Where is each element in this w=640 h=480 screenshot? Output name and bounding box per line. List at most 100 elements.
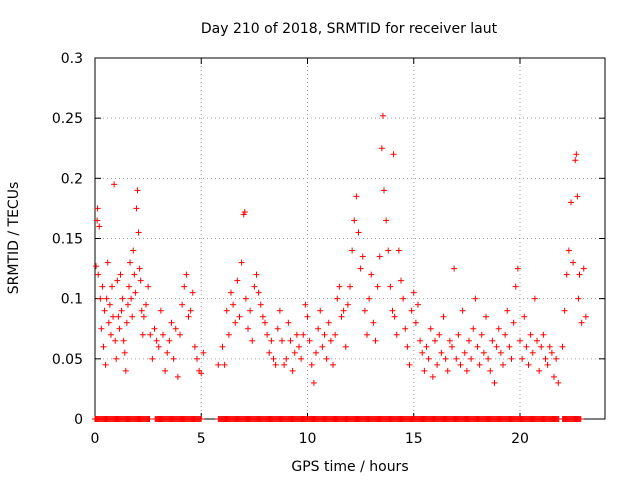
data-point [474, 343, 481, 350]
data-point [234, 277, 241, 284]
data-point [559, 343, 566, 350]
data-point [542, 355, 549, 362]
data-point [372, 337, 379, 344]
data-point [129, 313, 136, 320]
data-point [521, 313, 528, 320]
x-tick-label: 5 [197, 431, 206, 447]
data-point [442, 355, 449, 362]
tick-labels: 0 5 10 15 20 0 0.05 0.1 0.15 0.2 0.25 0.3 [52, 51, 529, 447]
y-tick-label: 0.3 [61, 51, 83, 67]
data-point [368, 271, 375, 278]
data-point [323, 355, 330, 362]
data-point [412, 319, 419, 326]
data-point [461, 349, 468, 356]
data-point [538, 343, 545, 350]
data-point [98, 325, 105, 332]
data-point [425, 355, 432, 362]
data-point [143, 301, 149, 308]
data-point [136, 265, 143, 272]
data-point [120, 337, 127, 344]
data-point [449, 343, 455, 350]
data-point [293, 331, 300, 338]
data-point [317, 307, 324, 314]
data-point [189, 289, 196, 296]
data-point [266, 349, 273, 356]
data-point [117, 271, 124, 278]
data-point [155, 343, 162, 350]
data-point [500, 361, 506, 368]
data-point [93, 263, 100, 270]
data-point [113, 355, 120, 362]
data-point [298, 355, 305, 362]
data-point [187, 307, 194, 314]
data-point [510, 319, 517, 326]
data-point [95, 271, 102, 278]
data-point [419, 349, 426, 356]
data-point [319, 343, 326, 350]
data-point [104, 259, 111, 266]
data-point [109, 283, 115, 290]
data-point [268, 337, 275, 344]
data-point [523, 343, 530, 350]
data-point [249, 337, 256, 344]
y-tick-label: 0.25 [52, 111, 83, 127]
data-point [393, 331, 400, 338]
data-point [279, 337, 285, 344]
data-point [410, 289, 417, 296]
data-point [527, 331, 534, 338]
data-point [480, 349, 487, 356]
data-point [512, 283, 519, 290]
data-point [381, 187, 387, 194]
data-point [185, 313, 192, 320]
data-point [517, 337, 523, 344]
data-point [137, 277, 144, 284]
data-point [302, 301, 309, 308]
data-point [548, 349, 555, 356]
data-point [296, 343, 302, 350]
data-point [270, 355, 277, 362]
data-point [502, 331, 509, 338]
data-point [534, 337, 540, 344]
data-point [315, 325, 322, 332]
data-point [238, 259, 245, 266]
data-point [402, 325, 409, 332]
data-point [383, 217, 390, 224]
data-point [582, 313, 589, 320]
data-point [223, 307, 230, 314]
data-point [553, 355, 560, 362]
y-tick-label: 0.15 [52, 232, 83, 248]
data-point [119, 295, 126, 302]
data-point [123, 319, 130, 326]
data-point [514, 265, 521, 272]
data-point [334, 295, 341, 302]
zero-baseline [92, 416, 584, 422]
data-point [112, 337, 119, 344]
data-point [519, 355, 526, 362]
y-tick-label: 0.05 [52, 352, 83, 368]
data-point [130, 247, 137, 254]
data-point [406, 361, 413, 368]
data-point [463, 367, 470, 374]
y-tick-label: 0.1 [61, 292, 83, 308]
data-point [128, 295, 135, 302]
data-point [94, 205, 101, 212]
data-point [580, 265, 587, 272]
scatter-markers [93, 112, 589, 386]
data-point [308, 361, 315, 368]
data-point [359, 253, 366, 260]
data-point [228, 289, 234, 296]
data-point [181, 283, 188, 290]
y-tick-label: 0 [74, 412, 83, 428]
data-point [94, 217, 101, 224]
data-point [126, 283, 132, 290]
data-point [219, 343, 226, 350]
data-point [264, 331, 271, 338]
data-point [97, 295, 104, 302]
data-point [283, 355, 290, 362]
data-point [574, 193, 581, 200]
data-point [578, 319, 585, 326]
data-point [366, 295, 373, 302]
data-point [138, 307, 145, 314]
